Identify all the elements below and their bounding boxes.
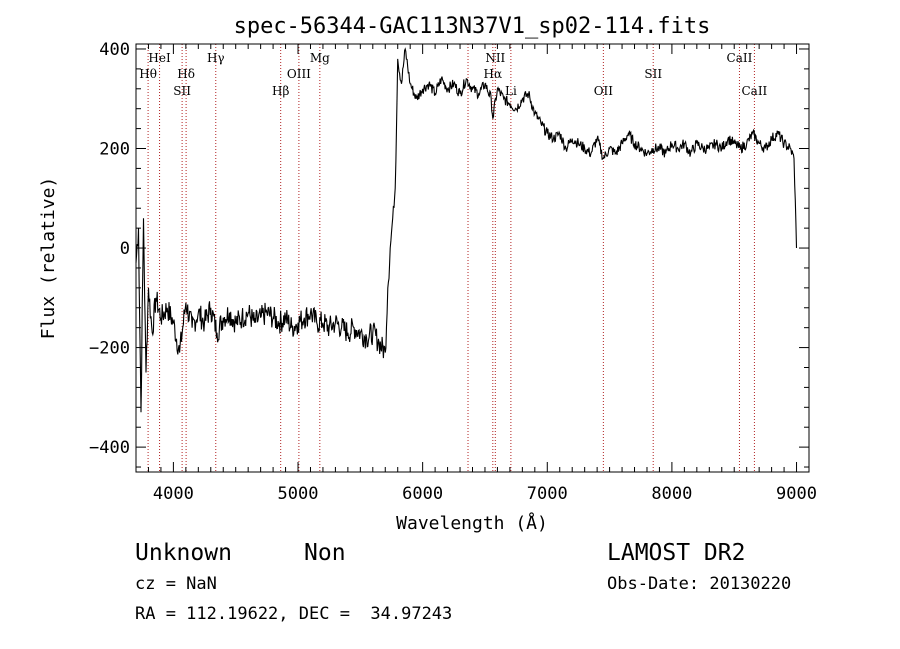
line-label-0: Hθ — [139, 67, 157, 81]
y-axis-label: Flux (relative) — [38, 177, 59, 340]
x-tick-label-3: 7000 — [527, 484, 568, 504]
y-tick-label-3: 200 — [99, 140, 130, 160]
x-tick-label-4: 8000 — [651, 484, 692, 504]
axis-ticks: 4000 5000 6000 7000 8000 9000 −400 −200 0 200 400 — [89, 40, 817, 504]
line-label-12: OII — [594, 84, 614, 98]
line-label-11: Li — [505, 84, 517, 98]
redshift-label: cz = NaN — [135, 574, 217, 594]
y-tick-label-4: 400 — [99, 40, 130, 60]
y-tick-label-2: 0 — [120, 239, 130, 259]
line-label-1: HeI — [148, 51, 171, 65]
line-label-9: NII — [485, 51, 505, 65]
line-label-6: OIII — [287, 67, 311, 81]
line-label-15: CaII — [741, 84, 767, 98]
chart-title: spec-56344-GAC113N37V1_sp02-114.fits — [234, 14, 711, 39]
x-tick-label-0: 4000 — [153, 484, 194, 504]
plot-frame — [135, 43, 810, 473]
line-label-5: Hβ — [272, 84, 289, 98]
coordinates-label: RA = 112.19622, DEC = 34.97243 — [135, 604, 453, 624]
line-label-10: Hα — [484, 67, 503, 81]
line-label-7: Mg — [310, 51, 330, 65]
y-tick-label-0: −400 — [89, 438, 130, 458]
obs-date-label: Obs-Date: 20130220 — [607, 574, 792, 594]
x-tick-label-5: 9000 — [776, 484, 817, 504]
line-label-14: CaII — [727, 51, 753, 65]
x-tick-label-1: 5000 — [278, 484, 319, 504]
spectrum-series-line — [135, 47, 798, 413]
x-axis-label: Wavelength (Å) — [396, 512, 548, 534]
y-tick-label-1: −200 — [89, 339, 130, 359]
line-label-4: Hγ — [207, 51, 225, 65]
class-label: Unknown — [135, 540, 232, 566]
line-label-13: SII — [644, 67, 662, 81]
subclass-label: Non — [304, 540, 346, 566]
survey-label: LAMOST DR2 — [607, 540, 746, 566]
line-label-3: Hδ — [177, 67, 195, 81]
x-tick-label-2: 6000 — [402, 484, 443, 504]
line-label-2: SII — [173, 84, 191, 98]
